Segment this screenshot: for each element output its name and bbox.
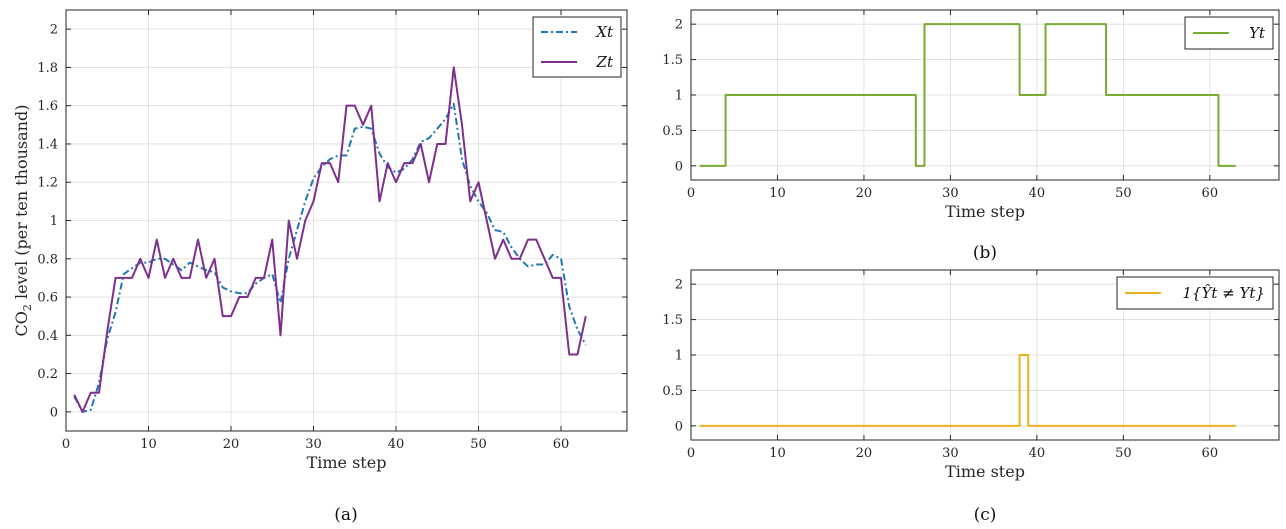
panel-c-xtick-label: 50 xyxy=(1115,446,1132,461)
panel-a-ytick-label: 0.2 xyxy=(37,367,58,382)
panel-a-xtick-label: 30 xyxy=(305,437,322,452)
panel-a-ytick-label: 0 xyxy=(50,405,58,420)
panel-a-xtick-label: 60 xyxy=(553,437,570,452)
panel-a-ylabel-co: CO xyxy=(12,311,31,336)
panel-a-ytick-label: 0.6 xyxy=(37,291,58,306)
panel-a-series xyxy=(73,66,587,413)
panel-c-chart: 0 10 20 30 40 50 60 0 0.5 1 1.5 2 Time step 1{Ŷt ≠ … xyxy=(662,269,1280,525)
panel-b-legend: Yt xyxy=(1184,16,1274,50)
panel-a-legend-label-0: Xt xyxy=(595,23,614,41)
panel-a-legend-label-1: Zt xyxy=(596,53,614,71)
panel-b-xtick-label: 40 xyxy=(1029,186,1046,201)
panel-b-xtick-label: 60 xyxy=(1202,186,1219,201)
panel-c-ytick-label: 1.5 xyxy=(662,313,683,328)
panel-a-ytick-label: 0.8 xyxy=(37,252,58,267)
panel-c-ticks: 0 10 20 30 40 50 60 0 0.5 1 1.5 2 xyxy=(662,270,1279,461)
panel-c-xtick-label: 30 xyxy=(942,446,959,461)
panel-a-xtick-label: 40 xyxy=(388,437,405,452)
panel-b-ytick-label: 1 xyxy=(675,89,683,104)
panel-a-ytick-label: 1.8 xyxy=(37,61,58,76)
panel-a-xlabel: Time step xyxy=(307,453,387,472)
panel-c-caption: (c) xyxy=(974,505,997,525)
panel-b-ytick-label: 1.5 xyxy=(662,53,683,68)
panel-c-xtick-label: 10 xyxy=(769,446,786,461)
panel-b-xtick-label: 30 xyxy=(942,186,959,201)
panel-a-ytick-label: 2 xyxy=(50,23,58,38)
panel-b-series-line-0 xyxy=(699,23,1236,167)
panel-b-ytick-label: 0.5 xyxy=(662,124,683,139)
panel-b-ticks: 0 10 20 30 40 50 60 0 0.5 1 1.5 2 xyxy=(662,10,1279,201)
panel-b-xtick-label: 50 xyxy=(1115,186,1132,201)
panel-a-ylabel-rest: level (per ten thousand) xyxy=(12,105,31,305)
panel-a-ylabel-sub: 2 xyxy=(21,304,34,311)
panel-b-xlabel: Time step xyxy=(945,202,1025,221)
panel-a-chart: 0 10 20 30 40 50 60 0 0.2 0.4 0.6 0.8 1 1.2 1.4 1.6 1.8 2… xyxy=(12,9,628,525)
panel-b-xtick-label: 20 xyxy=(856,186,873,201)
panel-c-series xyxy=(699,354,1236,427)
panel-c-ytick-label: 0.5 xyxy=(662,384,683,399)
panel-a-xtick-label: 10 xyxy=(140,437,157,452)
panel-a-ytick-label: 1.4 xyxy=(37,137,58,152)
panel-a-ticks: 0 10 20 30 40 50 60 0 0.2 0.4 0.6 0.8 1 1.2 1.4 1.6 1.8 2 xyxy=(37,10,627,452)
panel-a-ytick-label: 1.2 xyxy=(37,176,58,191)
panel-c-series-line-0 xyxy=(699,354,1236,427)
panel-a-series-line-1 xyxy=(73,66,587,413)
panel-c-legend-label-0: 1{Ŷt ≠ Yt} xyxy=(1182,284,1265,302)
panel-a-legend: Xt Zt xyxy=(532,16,622,78)
panel-c-xtick-label: 40 xyxy=(1029,446,1046,461)
panel-c-ytick-label: 0 xyxy=(675,419,683,434)
panel-a-series-line-0 xyxy=(73,102,587,413)
panel-b-xtick-label: 0 xyxy=(687,186,695,201)
panel-c-xlabel: Time step xyxy=(945,462,1025,481)
panel-a-caption: (a) xyxy=(334,505,357,525)
panel-c-ytick-label: 1 xyxy=(675,349,683,364)
panel-b-chart: 0 10 20 30 40 50 60 0 0.5 1 1.5 2 Time step Yt (b) xyxy=(662,9,1280,263)
panel-c-xtick-label: 60 xyxy=(1202,446,1219,461)
panel-b-ytick-label: 2 xyxy=(675,18,683,33)
panel-a-xtick-label: 50 xyxy=(470,437,487,452)
panel-a-xtick-label: 0 xyxy=(62,437,70,452)
panel-c-xtick-label: 0 xyxy=(687,446,695,461)
panel-a-ytick-label: 1.6 xyxy=(37,99,58,114)
panel-a-ytick-label: 0.4 xyxy=(37,329,58,344)
panel-b-legend-label-0: Yt xyxy=(1249,24,1266,42)
panel-a-xtick-label: 20 xyxy=(223,437,240,452)
panel-c-ytick-label: 2 xyxy=(675,278,683,293)
panel-a-ylabel: CO2 level (per ten thousand) xyxy=(12,105,34,337)
panel-b-series xyxy=(699,23,1236,167)
panel-b-ytick-label: 0 xyxy=(675,159,683,174)
panel-c-xtick-label: 20 xyxy=(856,446,873,461)
panel-b-caption: (b) xyxy=(973,243,997,263)
panel-c-legend: 1{Ŷt ≠ Yt} xyxy=(1116,276,1274,310)
panel-a-ytick-label: 1 xyxy=(50,214,58,229)
panel-b-xtick-label: 10 xyxy=(769,186,786,201)
panel-a-legend-box xyxy=(532,16,622,78)
